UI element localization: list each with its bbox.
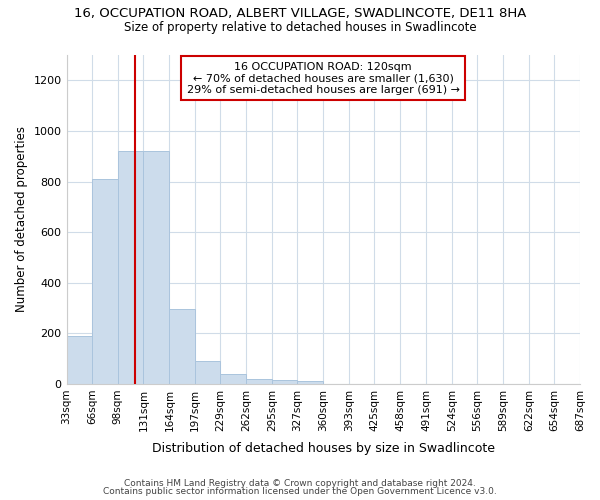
Bar	[92, 179, 118, 384]
Text: Size of property relative to detached houses in Swadlincote: Size of property relative to detached ho…	[124, 21, 476, 34]
Bar	[298, 382, 323, 384]
Text: Contains HM Land Registry data © Crown copyright and database right 2024.: Contains HM Land Registry data © Crown c…	[124, 478, 476, 488]
Bar	[220, 374, 247, 384]
Bar	[195, 361, 220, 384]
Bar	[272, 380, 298, 384]
X-axis label: Distribution of detached houses by size in Swadlincote: Distribution of detached houses by size …	[152, 442, 495, 455]
Text: 16, OCCUPATION ROAD, ALBERT VILLAGE, SWADLINCOTE, DE11 8HA: 16, OCCUPATION ROAD, ALBERT VILLAGE, SWA…	[74, 8, 526, 20]
Y-axis label: Number of detached properties: Number of detached properties	[15, 126, 28, 312]
Text: 16 OCCUPATION ROAD: 120sqm
← 70% of detached houses are smaller (1,630)
29% of s: 16 OCCUPATION ROAD: 120sqm ← 70% of deta…	[187, 62, 460, 95]
Bar	[67, 336, 92, 384]
Bar	[143, 151, 169, 384]
Bar	[169, 310, 195, 384]
Bar	[247, 379, 272, 384]
Text: Contains public sector information licensed under the Open Government Licence v3: Contains public sector information licen…	[103, 487, 497, 496]
Bar	[118, 151, 143, 384]
